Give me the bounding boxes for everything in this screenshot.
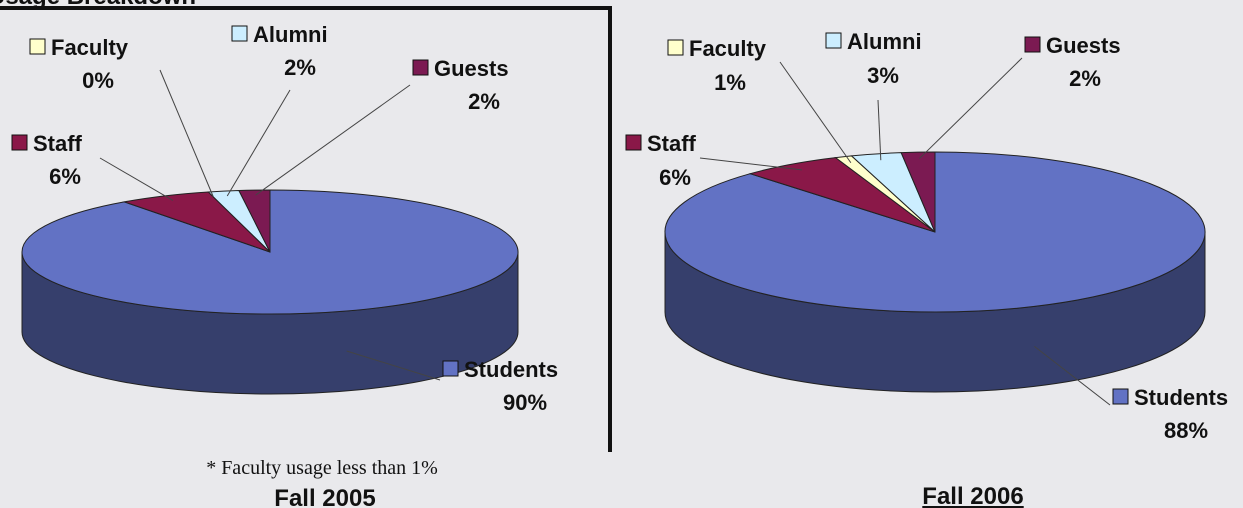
- slice-value: 2%: [284, 55, 316, 80]
- pie-slice: [900, 151, 936, 233]
- slice-value: 6%: [659, 165, 691, 190]
- slice-label: Guests: [434, 56, 509, 81]
- leader-line: [99, 157, 174, 201]
- slice-value: 2%: [1069, 66, 1101, 91]
- slice-value: 0%: [82, 68, 114, 93]
- slice-label: Staff: [647, 131, 697, 156]
- slice-value: 1%: [714, 70, 746, 95]
- leader-line: [699, 157, 802, 171]
- leader-line: [779, 61, 852, 164]
- frame: [0, 6, 612, 452]
- slice-label: Faculty: [51, 35, 129, 60]
- slice-value: 90%: [503, 390, 547, 415]
- legend-swatch: [825, 32, 842, 49]
- legend-swatch: [1112, 388, 1129, 405]
- slice-label: Alumni: [253, 22, 328, 47]
- slice-label: Alumni: [847, 29, 922, 54]
- page-title: Usage Breakdown: [0, 0, 196, 10]
- legend-swatch: [625, 134, 642, 151]
- slice-label: Staff: [33, 131, 83, 156]
- legend-swatch: [667, 39, 684, 56]
- pie-slice: [238, 189, 271, 253]
- legend-swatch: [412, 59, 429, 76]
- leader-line: [1034, 345, 1111, 406]
- legend-swatch: [1024, 36, 1041, 53]
- legend-swatch: [231, 25, 248, 42]
- leader-line: [346, 350, 441, 381]
- leader-line: [159, 69, 214, 197]
- leader-line: [226, 89, 291, 197]
- slice-label: Faculty: [689, 36, 767, 61]
- chart-title: Fall 2005: [274, 485, 375, 508]
- slice-value: 6%: [49, 164, 81, 189]
- slice-label: Students: [464, 357, 558, 382]
- legend-swatch: [442, 360, 459, 377]
- slice-label: Guests: [1046, 33, 1121, 58]
- pie-slice: [21, 189, 519, 315]
- slice-label: Students: [1134, 385, 1228, 410]
- legend-swatch: [29, 38, 46, 55]
- legend-swatch: [11, 134, 28, 151]
- slice-value: 88%: [1164, 418, 1208, 443]
- footnote: * Faculty usage less than 1%: [206, 457, 438, 479]
- slice-value: 2%: [468, 89, 500, 114]
- leader-line: [919, 57, 1023, 159]
- slice-value: 3%: [867, 63, 899, 88]
- leader-line: [255, 84, 411, 196]
- leader-line: [877, 99, 882, 161]
- chart-title: Fall 2006: [922, 483, 1023, 508]
